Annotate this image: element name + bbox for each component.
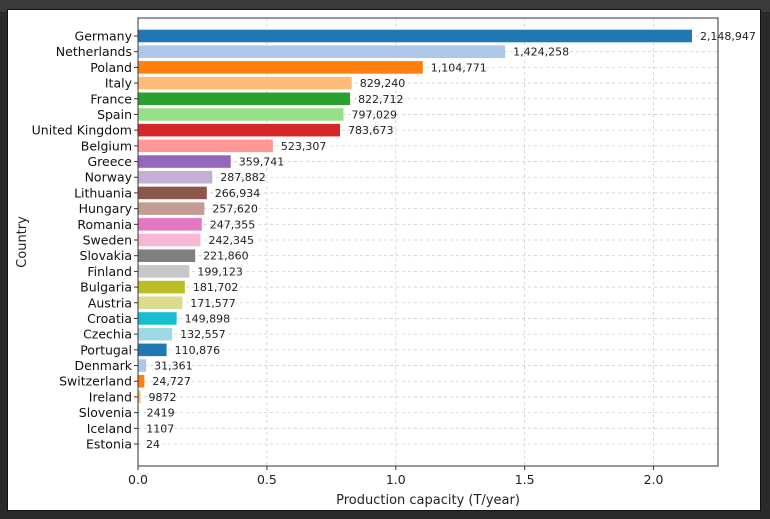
value-label: 110,876 [175,344,221,357]
bar-norway [138,170,213,184]
category-label: Denmark [75,358,133,373]
category-label: Portugal [80,342,132,357]
value-label: 24 [146,438,160,451]
x-ticks: 0.0 0.5 1.0 1.5 2.0 [128,466,664,487]
bar-romania [138,218,202,231]
bar-germany [138,29,692,43]
plot-frame [137,17,719,467]
y-axis-label: Country [15,216,30,268]
category-label: Sweden [83,233,132,248]
value-label: 2419 [147,407,175,420]
bar-lithuania [138,186,207,200]
x-tick-label: 0.5 [257,472,277,487]
bar-austria [138,296,183,310]
category-label: Estonia [86,437,132,452]
value-label: 783,673 [348,124,394,137]
category-label: Italy [105,76,133,91]
category-label: Ireland [89,389,132,404]
bar-france [138,92,351,106]
bar-italy [138,76,352,90]
category-label: Austria [88,295,132,310]
bar-united-kingdom [138,123,341,137]
category-label: Hungary [79,201,133,216]
category-label: France [90,91,132,106]
category-label: Iceland [87,421,132,436]
bar-finland [138,265,190,278]
value-label: 242,345 [208,234,254,247]
value-label: 221,860 [203,250,249,263]
bar-belgium [138,139,273,153]
bar-switzerland [138,374,145,388]
bar-croatia [138,312,177,325]
category-label: Poland [90,60,132,75]
value-label: 181,702 [193,281,239,294]
category-label: Netherlands [56,44,132,59]
x-tick-label: 0.0 [128,472,148,487]
value-label: 523,307 [281,140,327,153]
x-axis-label: Production capacity (T/year) [336,493,520,508]
category-label: United Kingdom [32,123,132,138]
bar-greece [138,155,231,168]
bar-ireland [138,390,141,404]
x-tick-label: 2.0 [644,472,664,487]
value-labels: 2,148,947 1,424,258 1,104,771 829,240 822,71… [146,30,756,451]
category-label: Lithuania [74,185,132,200]
value-label: 1,424,258 [513,46,569,59]
background-strip [0,0,770,12]
value-label: 822,712 [358,93,404,106]
category-label: Switzerland [59,374,132,389]
value-label: 132,557 [180,328,226,341]
category-labels: GermanyNetherlandsPolandItalyFranceSpain… [32,29,138,452]
category-label: Finland [87,264,132,279]
category-label: Croatia [87,311,132,326]
value-label: 31,361 [154,360,193,373]
bar-hungary [138,202,205,215]
value-label: 287,882 [220,171,266,184]
category-label: Slovakia [80,248,132,263]
category-label: Romania [77,217,132,232]
category-label: Slovenia [79,405,132,420]
category-label: Czechia [83,327,132,342]
bar-sweden [138,233,201,247]
chart-card: 2,148,947 1,424,258 1,104,771 829,240 822,71… [8,10,760,510]
category-label: Bulgaria [80,280,132,295]
x-tick-label: 1.0 [386,472,406,487]
value-label: 266,934 [215,187,260,200]
value-label: 2,148,947 [700,30,756,43]
bar-poland [138,61,423,74]
value-label: 257,620 [212,203,257,216]
value-label: 24,727 [152,375,191,388]
category-label: Greece [88,154,133,169]
bar-slovakia [138,249,196,262]
value-label: 9872 [149,391,177,404]
category-label: Germany [75,29,133,44]
bar-netherlands [138,45,506,58]
value-label: 829,240 [360,77,406,90]
value-label: 171,577 [190,297,236,310]
value-label: 247,355 [210,218,256,231]
value-label: 1,104,771 [431,61,487,74]
bar-portugal [138,343,167,357]
category-label: Norway [85,170,133,185]
value-label: 797,029 [351,108,397,121]
bar-chart: 2,148,947 1,424,258 1,104,771 829,240 822,71… [15,17,756,508]
category-label: Belgium [81,138,132,153]
bar-czechia [138,327,173,341]
value-label: 149,898 [185,312,231,325]
category-label: Spain [97,107,132,122]
bar-spain [138,108,344,121]
bar-bulgaria [138,280,185,294]
x-tick-label: 1.5 [515,472,535,487]
bar-denmark [138,359,147,372]
bars [138,29,692,451]
value-label: 199,123 [197,265,243,278]
value-label: 1107 [146,422,174,435]
value-label: 359,741 [239,156,284,169]
